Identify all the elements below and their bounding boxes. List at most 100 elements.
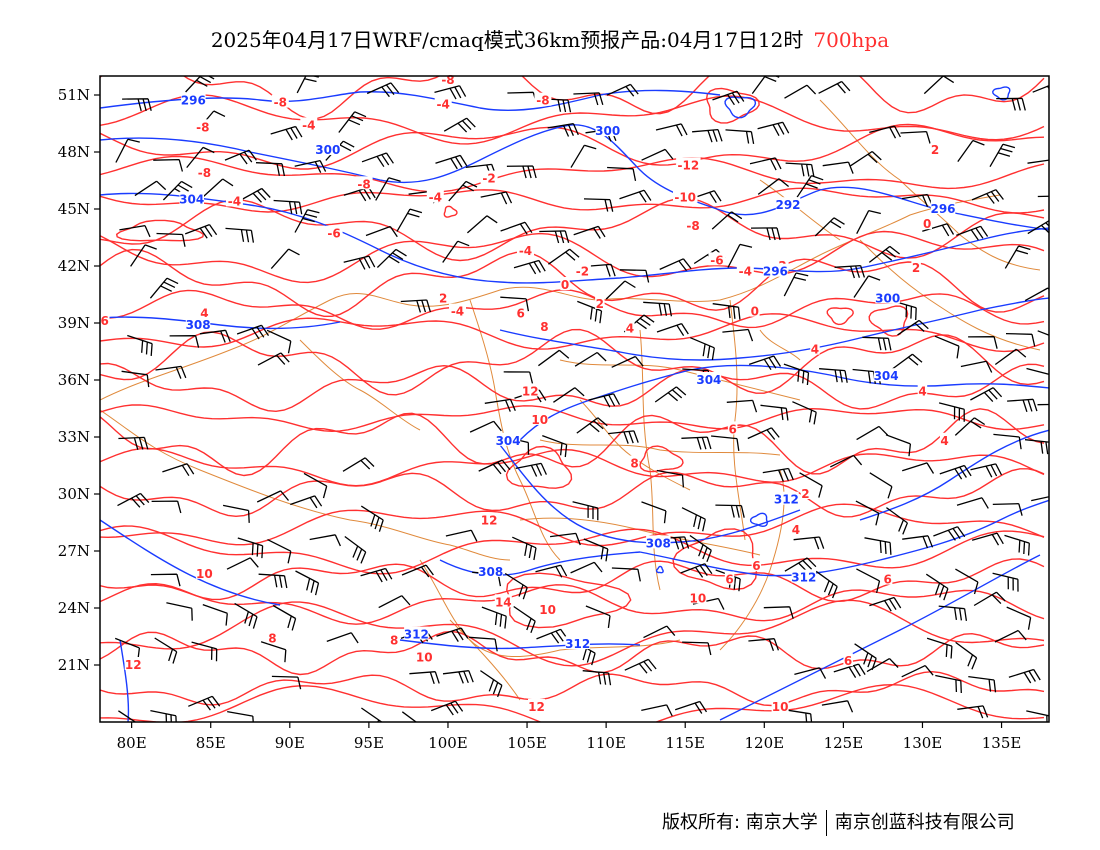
title-level: 700hpa bbox=[813, 28, 890, 52]
label-backdrop bbox=[565, 636, 590, 650]
wind-barb bbox=[792, 401, 817, 425]
map-title: 2025年04月17日WRF/cmaq模式36km预报产品:04月17日12时 7… bbox=[0, 24, 1100, 53]
wind-barb bbox=[236, 324, 270, 340]
wind-barb bbox=[643, 301, 673, 317]
wind-barb bbox=[833, 663, 866, 678]
temperature-contour bbox=[100, 408, 1045, 477]
wind-barb bbox=[891, 299, 917, 321]
wind-barb bbox=[922, 223, 955, 237]
label-backdrop bbox=[539, 318, 550, 332]
wind-barb bbox=[585, 605, 611, 628]
label-backdrop bbox=[195, 164, 213, 178]
wind-barb bbox=[290, 495, 323, 509]
height-contour bbox=[859, 429, 1049, 521]
temperature-contour bbox=[100, 155, 1045, 193]
temperature-label: -4 bbox=[451, 305, 464, 319]
label-backdrop bbox=[873, 368, 899, 382]
label-backdrop bbox=[495, 432, 521, 446]
wind-barb bbox=[726, 399, 758, 413]
wind-barb bbox=[150, 573, 181, 587]
temperature-contour bbox=[705, 87, 760, 124]
wind-barb bbox=[162, 463, 195, 477]
wind-barb bbox=[799, 472, 823, 498]
label-backdrop bbox=[843, 653, 853, 667]
y-tick-label: 30N bbox=[58, 485, 90, 503]
temperature-label: 4 bbox=[792, 523, 800, 537]
wind-barb bbox=[227, 710, 254, 722]
wind-barb bbox=[442, 240, 470, 263]
height-label: 300 bbox=[875, 291, 900, 305]
wind-barb bbox=[834, 264, 866, 279]
label-backdrop bbox=[625, 320, 635, 334]
temperature-contour bbox=[100, 558, 1045, 603]
label-backdrop bbox=[478, 563, 503, 577]
temperature-contour bbox=[100, 683, 1045, 722]
wind-barb bbox=[864, 537, 892, 555]
temperature-contour bbox=[100, 76, 1045, 120]
wind-barb bbox=[749, 157, 782, 171]
label-backdrop bbox=[194, 119, 212, 133]
wind-barb bbox=[996, 97, 1026, 111]
wind-barb bbox=[793, 536, 825, 550]
wind-barb bbox=[303, 472, 328, 499]
label-backdrop bbox=[389, 632, 399, 646]
wind-barb bbox=[869, 596, 902, 612]
height-labels: 296 300 300 304 292 296 296 300 308 304 304 304 312 3… bbox=[179, 92, 956, 651]
wind-barb bbox=[365, 225, 398, 238]
temperature-label: 4 bbox=[811, 343, 819, 357]
label-backdrop bbox=[415, 649, 433, 663]
wind-barb bbox=[815, 570, 838, 599]
wind-barb bbox=[747, 427, 780, 440]
wind-barb bbox=[796, 174, 824, 198]
height-label: 304 bbox=[179, 193, 204, 207]
x-tick-label: 130E bbox=[903, 734, 943, 752]
wind-barb bbox=[271, 675, 302, 690]
wind-barb bbox=[480, 191, 513, 205]
boundary-line bbox=[579, 399, 691, 491]
wind-barb bbox=[619, 269, 650, 283]
wind-barb bbox=[156, 232, 186, 247]
temperature-label: 10 bbox=[539, 603, 556, 617]
wind-barb bbox=[572, 501, 599, 521]
temperature-contour bbox=[443, 205, 458, 218]
wind-barb bbox=[956, 225, 989, 241]
temperature-label: -2 bbox=[576, 265, 589, 279]
wind-barb bbox=[270, 248, 300, 270]
wind-barb bbox=[295, 570, 320, 596]
wind-barb bbox=[854, 643, 877, 671]
height-label: 304 bbox=[696, 373, 721, 387]
wind-barb bbox=[680, 563, 713, 578]
wind-barb bbox=[656, 322, 689, 336]
label-backdrop bbox=[684, 218, 702, 232]
label-backdrop bbox=[673, 189, 698, 203]
temperature-label: 8 bbox=[540, 320, 548, 334]
wind-barb bbox=[886, 507, 909, 535]
wind-barb bbox=[681, 507, 706, 532]
wind-barb bbox=[868, 245, 900, 263]
wind-barb bbox=[503, 371, 534, 385]
temperature-label: -4 bbox=[302, 118, 315, 132]
wind-barb bbox=[115, 138, 140, 163]
wind-barb bbox=[294, 159, 327, 173]
temperature-label: -8 bbox=[274, 96, 287, 110]
wind-barb bbox=[445, 529, 478, 542]
wind-barb bbox=[122, 98, 152, 112]
x-tick-label: 95E bbox=[354, 734, 384, 752]
height-contour bbox=[100, 316, 341, 330]
wind-barb bbox=[891, 353, 923, 371]
wind-barb bbox=[155, 365, 187, 379]
y-tick-label: 21N bbox=[58, 656, 90, 674]
height-label: 300 bbox=[315, 143, 340, 157]
x-tick-label: 125E bbox=[824, 734, 864, 752]
wind-barb bbox=[1006, 606, 1032, 630]
temperature-contour bbox=[100, 362, 1045, 413]
wind-barb bbox=[1007, 398, 1038, 412]
height-contour bbox=[719, 554, 1041, 721]
wind-barb bbox=[681, 436, 712, 450]
temperature-label: 2 bbox=[931, 143, 939, 157]
wind-barb bbox=[897, 319, 929, 336]
wind-barb bbox=[784, 557, 817, 573]
wind-barb bbox=[539, 230, 570, 244]
label-backdrop bbox=[100, 313, 110, 327]
footer: 版权所有: 南京大学 南京创蓝科技有限公司 bbox=[662, 808, 1015, 836]
